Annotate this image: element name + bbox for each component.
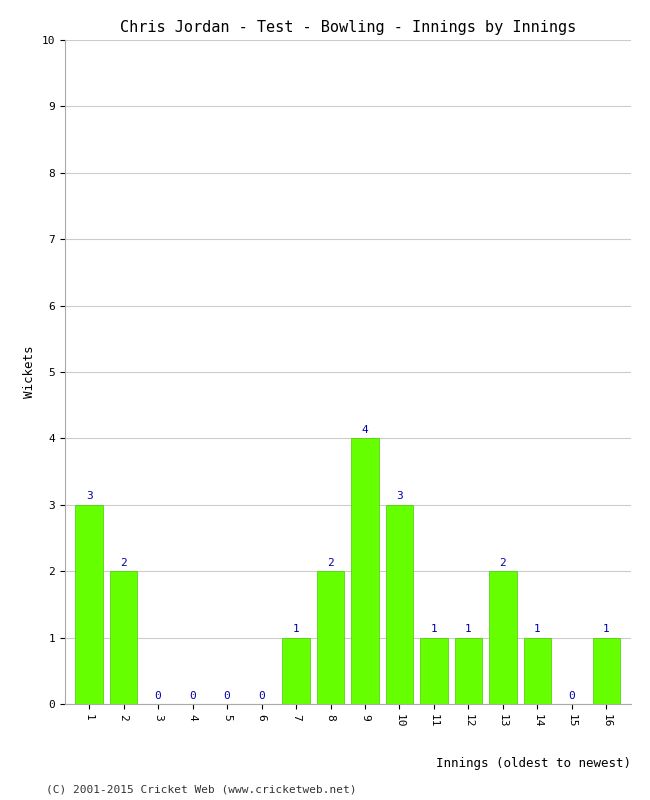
Text: 1: 1: [603, 624, 610, 634]
Text: 0: 0: [258, 690, 265, 701]
Text: 3: 3: [86, 491, 92, 502]
Text: 3: 3: [396, 491, 403, 502]
Bar: [317, 571, 345, 704]
Bar: [420, 638, 448, 704]
Text: (C) 2001-2015 Cricket Web (www.cricketweb.net): (C) 2001-2015 Cricket Web (www.cricketwe…: [46, 784, 356, 794]
Title: Chris Jordan - Test - Bowling - Innings by Innings: Chris Jordan - Test - Bowling - Innings …: [120, 20, 576, 34]
Text: 1: 1: [292, 624, 300, 634]
Y-axis label: Wickets: Wickets: [23, 346, 36, 398]
Text: 2: 2: [327, 558, 334, 568]
Text: 0: 0: [189, 690, 196, 701]
Bar: [282, 638, 310, 704]
Text: 1: 1: [465, 624, 472, 634]
Bar: [75, 505, 103, 704]
Bar: [489, 571, 517, 704]
Text: 2: 2: [500, 558, 506, 568]
Bar: [351, 438, 379, 704]
Text: 2: 2: [120, 558, 127, 568]
Text: Innings (oldest to newest): Innings (oldest to newest): [436, 757, 630, 770]
Bar: [454, 638, 482, 704]
Bar: [110, 571, 137, 704]
Bar: [524, 638, 551, 704]
Text: 1: 1: [430, 624, 437, 634]
Bar: [593, 638, 620, 704]
Text: 1: 1: [534, 624, 541, 634]
Text: 0: 0: [155, 690, 161, 701]
Text: 0: 0: [569, 690, 575, 701]
Text: 4: 4: [361, 425, 369, 435]
Bar: [385, 505, 413, 704]
Text: 0: 0: [224, 690, 231, 701]
